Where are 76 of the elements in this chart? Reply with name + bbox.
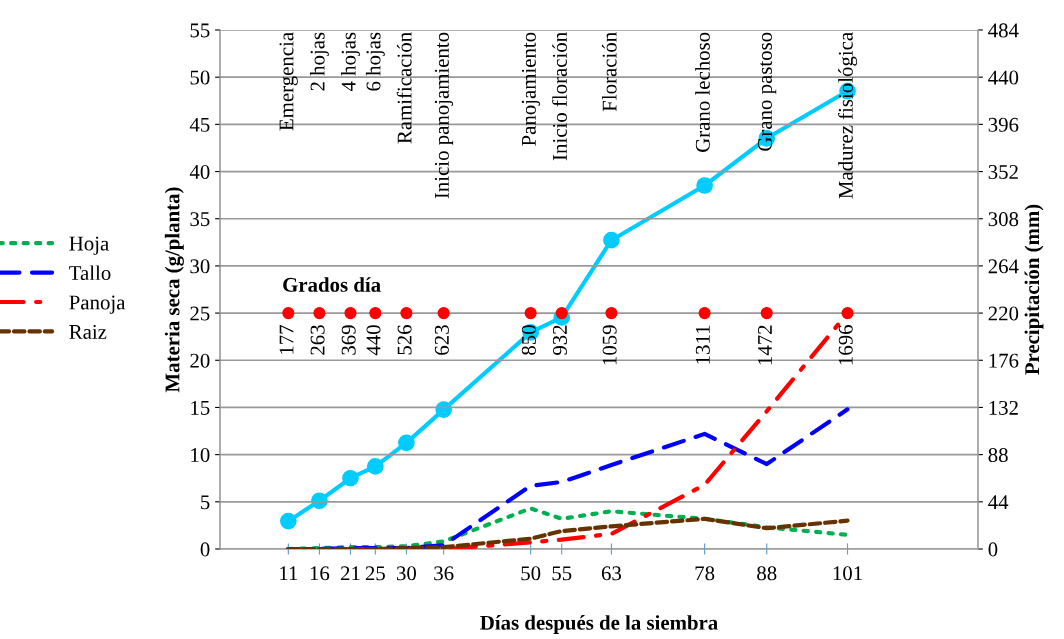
- y2-tick-label: 0: [988, 542, 998, 557]
- annotation: Ramificación: [396, 32, 412, 144]
- annotation: 526: [397, 325, 412, 355]
- x-tick-label: 50: [521, 566, 541, 581]
- annotation: 850: [521, 325, 536, 355]
- y2-tick-label: 132: [989, 400, 1018, 415]
- y2-tick-label: 220: [988, 306, 1019, 321]
- legend-label: Tallo: [69, 265, 111, 281]
- annotation: Grano pastoso: [757, 32, 777, 151]
- x-tick-label: 21: [340, 566, 360, 581]
- annotation: Madurez fisiológica: [837, 32, 858, 199]
- y-tick-label: 25: [190, 306, 210, 321]
- y2-tick-label: 88: [988, 448, 1008, 463]
- point: [696, 177, 713, 194]
- annotation: 263: [310, 325, 325, 355]
- y2-tick-label: 308: [988, 212, 1019, 227]
- legend-label: Hoja: [69, 236, 109, 255]
- y-tick-label: 30: [190, 259, 210, 274]
- annotation: Grano lechoso: [695, 32, 710, 152]
- x-axis-title: Días después de la siembra: [480, 615, 718, 635]
- annotation: 4 hojas: [341, 32, 360, 92]
- annotation: 623: [434, 325, 449, 355]
- legend-label: Panoja: [69, 295, 126, 314]
- annotation: 1311: [695, 325, 710, 364]
- y2-tick-label: 440: [988, 70, 1019, 85]
- annotation: 2 hojas: [309, 32, 329, 91]
- y-tick-label: 15: [191, 400, 210, 415]
- line-series: [286, 516, 850, 549]
- x-tick-label: 88: [757, 566, 777, 581]
- y-tick-label: 0: [200, 542, 210, 557]
- point: [366, 458, 384, 475]
- annotation: Floración: [601, 32, 617, 112]
- annotation: Inicio panojamiento: [434, 32, 454, 199]
- point: [342, 469, 359, 487]
- y-tick-label: 45: [189, 117, 210, 132]
- x-tick-label: 16: [310, 566, 330, 581]
- x-tick-label: 36: [434, 566, 454, 581]
- annotation: 440: [366, 325, 381, 356]
- annotation: 177: [279, 325, 294, 354]
- x-tick-label: 30: [396, 566, 417, 581]
- point: [280, 512, 297, 530]
- annotation: 1059: [602, 325, 617, 365]
- y-tick-label: 5: [201, 495, 210, 510]
- annotation: Panojamiento: [521, 32, 541, 146]
- annotation: 932: [552, 325, 567, 355]
- x-tick-label: 78: [695, 566, 715, 581]
- annotation: Inicio floración: [552, 32, 567, 161]
- y-tick-label: 50: [190, 70, 210, 85]
- y2-tick-label: 352: [988, 164, 1018, 179]
- annotation: Grados día: [283, 277, 381, 292]
- y-axis-title: Materia seca (g/planta): [164, 187, 184, 393]
- y2-tick-label: 264: [988, 259, 1019, 274]
- point: [603, 231, 620, 249]
- y2-tick-label: 396: [988, 117, 1019, 132]
- x-tick-label: 101: [833, 566, 862, 581]
- y-tick-label: 55: [190, 23, 210, 38]
- point: [398, 434, 415, 452]
- y-tick-label: 20: [190, 353, 210, 368]
- x-tick-label: 25: [365, 566, 385, 581]
- y-tick-label: 40: [189, 164, 210, 179]
- x-tick-label: 55: [552, 566, 572, 581]
- y2-tick-label: 44: [988, 495, 1009, 510]
- x-tick-label: 11: [280, 566, 298, 581]
- annotation: 6 hojas: [365, 32, 385, 91]
- annotation: 1696: [838, 325, 853, 365]
- y-tick-label: 10: [191, 448, 210, 463]
- annotation: 369: [341, 325, 356, 355]
- annotation: Emergencia: [279, 32, 298, 131]
- y-tick-label: 35: [190, 212, 210, 227]
- y2-tick-label: 176: [989, 353, 1019, 368]
- y2-axis-title: Precipitación (mm): [1024, 204, 1044, 375]
- annotation: 1472: [757, 325, 772, 365]
- x-tick-label: 63: [601, 566, 622, 581]
- legend-label: Raiz: [69, 324, 107, 339]
- point: [435, 401, 453, 418]
- y2-tick-label: 484: [988, 23, 1019, 38]
